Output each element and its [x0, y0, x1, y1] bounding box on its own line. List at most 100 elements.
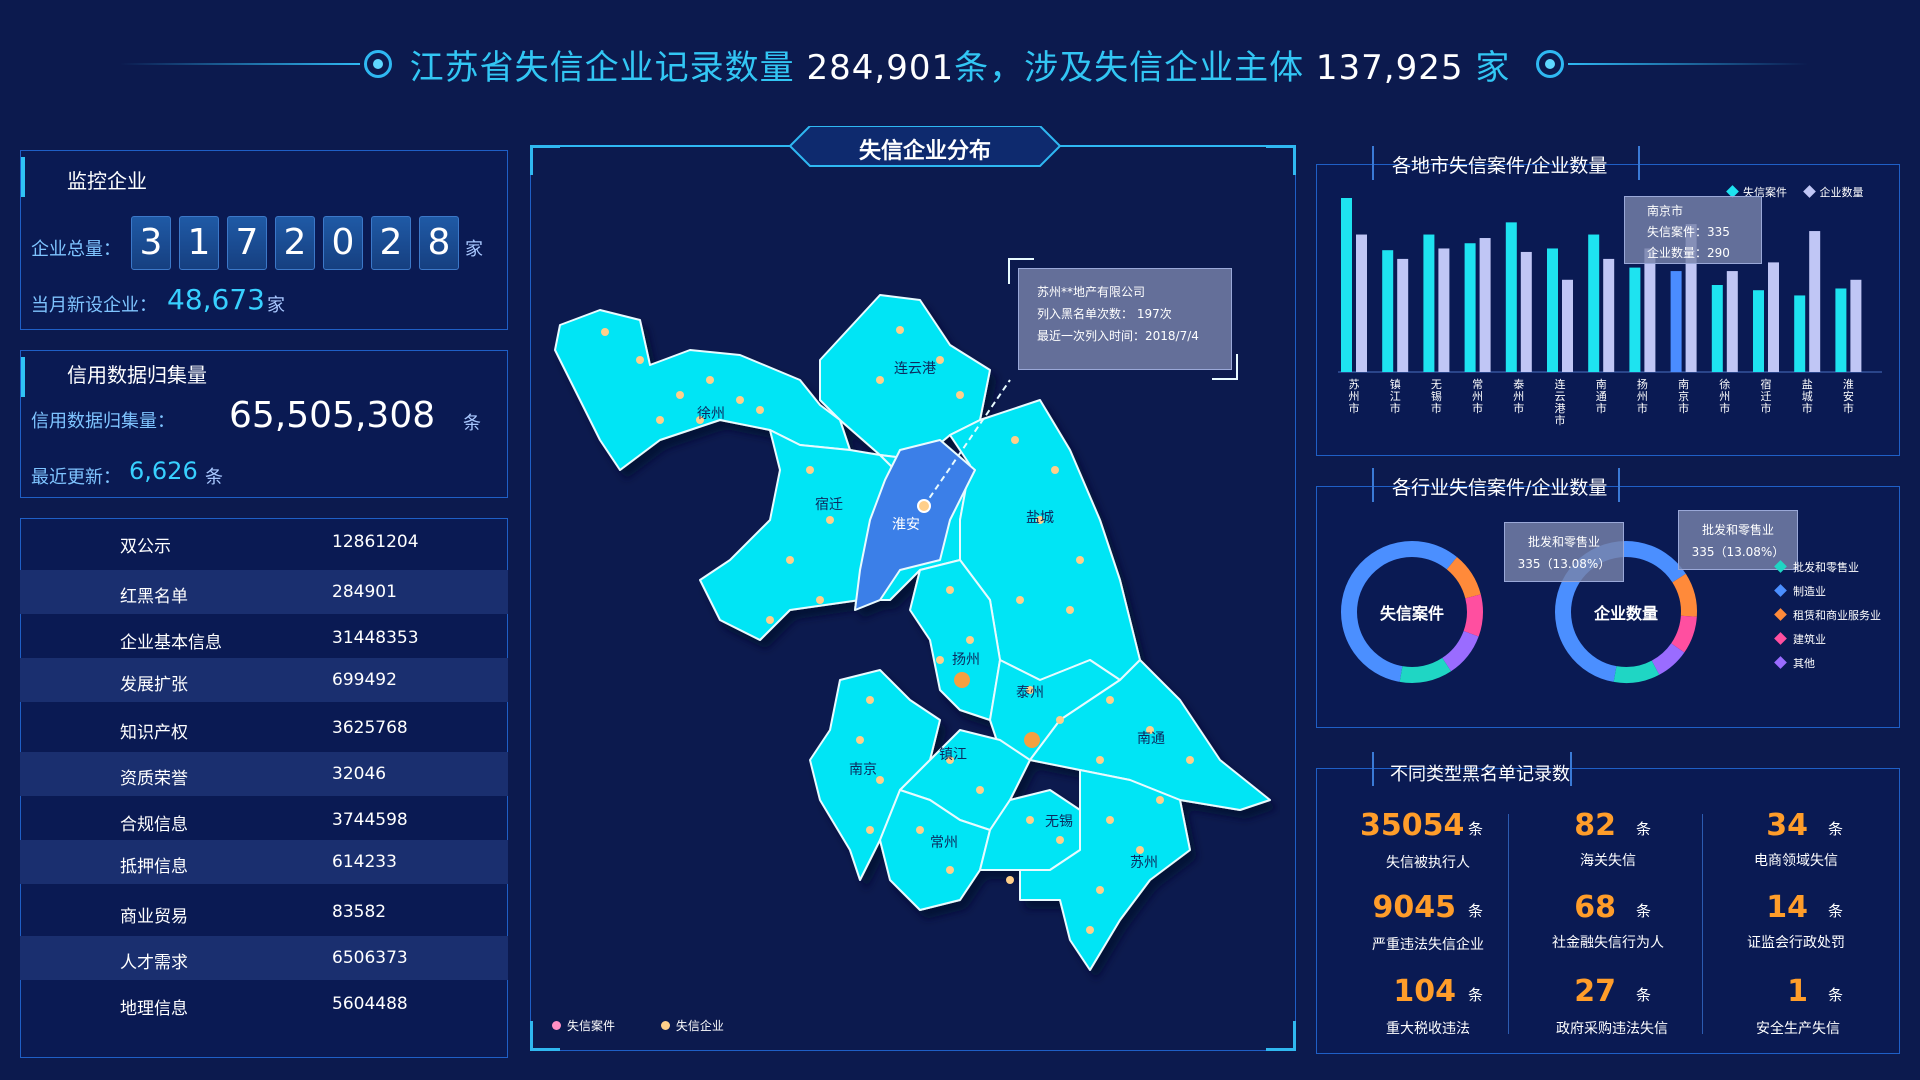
blacklist-unit: 条: [1636, 902, 1652, 920]
blacklist-label: 安全生产失信: [1756, 1021, 1840, 1037]
bar-cases: [1423, 234, 1435, 372]
header-line-left: [120, 63, 360, 65]
row-name: 地理信息: [120, 999, 188, 1019]
title-tick: [1618, 468, 1620, 502]
city-label: 徐州: [697, 406, 725, 422]
x-tick-label: 盐城市: [1802, 378, 1813, 415]
row-value: 699492: [332, 670, 397, 690]
blacklist-value: 104: [1393, 974, 1456, 1009]
frame-corner: [1266, 1021, 1296, 1051]
column-divider: [1508, 814, 1509, 1034]
digit-box: 2: [371, 216, 411, 270]
x-tick-label: 南京市: [1678, 378, 1689, 415]
row-value: 284901: [332, 582, 397, 602]
title-subjects: 137,925: [1315, 48, 1464, 88]
row-value: 614233: [332, 852, 397, 872]
row-value: 31448353: [332, 628, 419, 648]
legend-case-dot: [552, 1021, 561, 1030]
tooltip2-value: 335（13.08%）: [1691, 545, 1785, 559]
bar-cases: [1505, 222, 1517, 372]
row-name: 发展扩张: [120, 675, 188, 695]
company-dots: [601, 326, 1194, 934]
total-label: 企业总量：: [31, 239, 121, 260]
tooltip-times: 列入黑名单次数： 197次: [1037, 307, 1172, 321]
row-name: 企业基本信息: [120, 633, 222, 653]
bar-cases: [1794, 295, 1806, 372]
blacklist-value: 27: [1574, 974, 1616, 1009]
blacklist-value: 1: [1787, 974, 1808, 1009]
row-name: 资质荣誉: [120, 769, 188, 789]
legend-item: 其他: [1774, 652, 1881, 676]
donut-tooltip-1: 批发和零售业 335（13.08%）: [1504, 522, 1624, 582]
digit-box: 2: [275, 216, 315, 270]
bar-companies: [1603, 258, 1615, 372]
blacklist-unit: 条: [1636, 820, 1652, 838]
bar-cases: [1382, 250, 1394, 372]
tooltip-corner: [1008, 258, 1034, 284]
title-records: 284,901: [806, 48, 955, 88]
new-unit: 家: [267, 295, 285, 316]
header-ring-right: [1536, 50, 1564, 78]
row-name: 人才需求: [120, 953, 188, 973]
blacklist-value: 68: [1574, 890, 1616, 925]
title-tick: [1570, 752, 1572, 786]
blacklist-unit: 条: [1468, 902, 1484, 920]
x-tick-label: 泰州市: [1513, 377, 1524, 415]
donut-tooltip-2: 批发和零售业 335（13.08%）: [1678, 510, 1798, 570]
industry-title: 各行业失信案件/企业数量: [1392, 477, 1608, 499]
row-name: 红黑名单: [120, 587, 188, 607]
digit-box: 8: [419, 216, 459, 270]
bar-companies: [1479, 238, 1491, 372]
bar-cases: [1547, 248, 1558, 372]
blacklist-label: 社金融失信行为人: [1552, 935, 1664, 951]
legend-item: 制造业: [1774, 580, 1881, 604]
frame-corner: [530, 1021, 560, 1051]
city-label: 镇江: [939, 747, 967, 763]
blacklist-unit: 条: [1468, 820, 1484, 838]
legend-label: 其他: [1793, 657, 1815, 670]
bar-companies: [1356, 234, 1367, 372]
legend-diamond-icon: [1774, 560, 1787, 573]
row-value: 32046: [332, 764, 387, 784]
table-row: 发展扩张 699492: [20, 658, 508, 702]
bar-cases: [1588, 234, 1600, 372]
title-suffix: 家: [1475, 48, 1511, 88]
x-tick-label: 连云港市: [1555, 378, 1566, 427]
city-label: 扬州: [952, 652, 980, 668]
blacklist-value: 34: [1766, 808, 1808, 843]
blacklist-label: 证监会行政处罚: [1747, 935, 1845, 951]
blacklist-label: 严重违法失信企业: [1372, 937, 1484, 953]
city-chart-tooltip: 南京市 失信案件：335 企业数量：290: [1624, 196, 1762, 264]
table-row: 合规信息 3744598: [20, 798, 508, 842]
x-tick-label: 扬州市: [1637, 377, 1648, 415]
legend-item: 批发和零售业: [1774, 556, 1881, 580]
city-label: 南通: [1137, 731, 1165, 747]
panel-accent: [21, 357, 25, 397]
tooltip-city: 南京市: [1647, 204, 1684, 218]
legend-label: 制造业: [1793, 585, 1826, 598]
city-label: 泰州: [1016, 685, 1044, 701]
bar-cases: [1711, 285, 1723, 372]
row-name: 合规信息: [120, 815, 188, 835]
tooltip-corner: [1212, 354, 1238, 380]
x-tick-label: 无锡市: [1431, 378, 1442, 415]
x-tick-label: 常州市: [1472, 378, 1483, 415]
bar-companies: [1685, 224, 1697, 372]
city-label: 宿迁: [815, 497, 843, 513]
recent-unit: 条: [205, 467, 223, 488]
row-name: 知识产权: [120, 723, 188, 743]
city-label: 无锡: [1045, 814, 1073, 830]
bar-companies: [1850, 279, 1862, 372]
tooltip-anchor: [917, 499, 931, 513]
bar-cases: [1670, 271, 1682, 372]
bar-companies: [1726, 271, 1738, 372]
case-markers: [954, 672, 1040, 748]
tooltip1-name: 批发和零售业: [1527, 535, 1600, 549]
title-tick: [1372, 146, 1374, 180]
legend-diamond-icon: [1774, 608, 1787, 621]
total-unit: 家: [465, 239, 483, 260]
blacklist-label: 政府采购违法失信: [1556, 1021, 1668, 1037]
city-label: 常州: [930, 835, 958, 851]
legend-cases-label: 失信案件: [1743, 186, 1787, 199]
region-yangzhou: [909, 559, 1001, 721]
